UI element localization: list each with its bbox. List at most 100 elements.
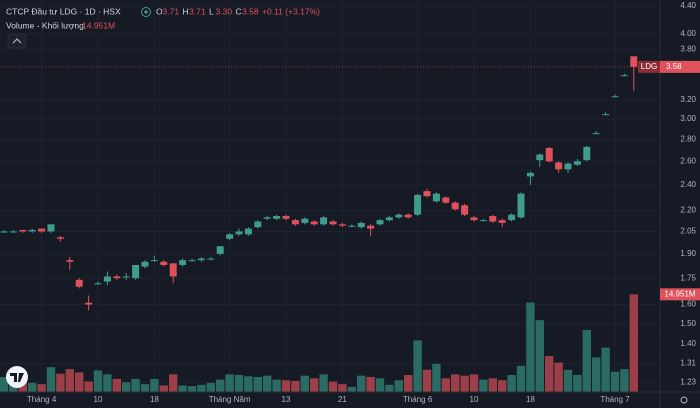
candle-body: [38, 228, 46, 232]
volume-bar: [479, 379, 488, 392]
volume-bar: [319, 374, 328, 392]
candle-body: [207, 258, 215, 260]
volume-bar: [131, 378, 140, 392]
volume-bar: [460, 375, 469, 392]
tradingview-logo[interactable]: [6, 366, 28, 388]
candle-body: [555, 162, 563, 170]
candle-body: [461, 205, 469, 215]
candle-body: [536, 154, 544, 161]
candle-body: [423, 191, 431, 197]
y-tick-label: 4.00: [680, 29, 696, 38]
x-tick-label: 18: [150, 395, 159, 404]
candle-body: [19, 230, 27, 232]
candle-body: [489, 216, 497, 222]
candle-layer: [0, 56, 638, 311]
candle-body: [301, 218, 309, 223]
y-tick-label: 1.40: [680, 339, 696, 348]
candle-body: [282, 216, 290, 219]
volume-title: Volume - Khối lượng: [6, 20, 84, 30]
x-tick-label: Tháng 4: [27, 395, 57, 404]
candle-body: [216, 246, 224, 254]
volume-bar: [328, 381, 338, 392]
y-tick-label: 2.40: [680, 180, 696, 189]
x-tick-label: 21: [338, 395, 347, 404]
candle-body: [451, 202, 459, 210]
y-tick-label: 1.23: [680, 377, 696, 386]
volume-bar: [526, 302, 535, 392]
volume-bar: [46, 367, 56, 392]
candle-body: [404, 214, 412, 218]
visibility-toggle[interactable]: [141, 7, 151, 17]
candle-body: [122, 276, 130, 278]
volume-bar: [582, 329, 591, 392]
x-tick-label: 13: [282, 395, 291, 404]
candle-body: [357, 222, 365, 228]
candle-body: [508, 214, 516, 221]
volume-bar: [469, 374, 479, 392]
candle-body: [470, 217, 478, 221]
candle-body: [9, 231, 17, 233]
volume-bar: [535, 320, 544, 392]
candle-body: [498, 220, 506, 223]
candle-body: [113, 276, 121, 279]
y-tick-label: 1.75: [680, 273, 696, 282]
candle-body: [132, 264, 140, 279]
volume-bar: [451, 374, 460, 392]
x-tick-label: 10: [94, 395, 103, 404]
volume-bar: [601, 347, 610, 392]
x-tick-label: Tháng 7: [600, 395, 630, 404]
x-tick-label: Tháng 6: [403, 395, 433, 404]
volume-bar: [253, 376, 262, 392]
candle-body: [226, 234, 234, 239]
ohlc-value: 3.71: [189, 6, 206, 16]
candle-body: [479, 220, 487, 222]
candle-body: [66, 260, 74, 262]
y-tick-label: 1.90: [680, 249, 696, 258]
candle-body: [395, 214, 403, 218]
volume-bar: [197, 384, 206, 392]
candle-body: [197, 258, 205, 261]
volume-bar: [187, 386, 197, 392]
settings-button[interactable]: [680, 396, 688, 404]
volume-bar: [65, 369, 74, 392]
candle-body: [179, 260, 187, 265]
candle-body: [517, 193, 525, 218]
candle-body: [442, 197, 450, 203]
y-tick-label: 1.60: [680, 300, 696, 309]
collapse-button[interactable]: [7, 33, 27, 49]
candle-body: [376, 220, 384, 225]
x-tick-label: 18: [526, 395, 535, 404]
ohlc-value: 3.71: [163, 6, 180, 16]
volume-bar: [620, 369, 629, 392]
candle-body: [85, 302, 93, 305]
axis-tags: LDG 3.58 14.951M: [0, 60, 700, 301]
volume-bar: [347, 386, 356, 392]
volume-bar: [28, 382, 37, 392]
candle-body: [103, 276, 111, 282]
ohlc-value: 3.30: [216, 6, 233, 16]
y-tick-label: 2.60: [680, 156, 696, 165]
candle-body: [47, 224, 55, 232]
volume-bar: [375, 378, 385, 392]
candle-body: [0, 231, 8, 233]
volume-bar: [169, 374, 178, 392]
y-tick-label: 2.20: [680, 206, 696, 215]
volume-bar: [422, 369, 432, 392]
volume-bar: [300, 375, 309, 392]
volume-bar: [206, 382, 215, 392]
price-tag: 3.58: [666, 62, 682, 71]
volume-bar: [413, 340, 422, 392]
candle-body: [348, 225, 356, 227]
volume-bar: [178, 385, 187, 392]
volume-bar: [404, 375, 413, 392]
ohlc-legend: O 3.71 H 3.71 L 3.30 C 3.58 +0.11 (+3.17%): [156, 6, 320, 16]
volume-bar: [234, 375, 244, 392]
candle-body: [244, 228, 252, 235]
volume-bar: [366, 376, 375, 392]
ohlc-change: +0.11 (+3.17%): [262, 6, 320, 16]
price-tag-bg: [660, 60, 700, 73]
volume-tag: 14.951M: [664, 289, 695, 298]
volume-bar: [432, 363, 441, 392]
symbol-tag-bg: [638, 60, 660, 73]
volume-bar: [281, 380, 291, 392]
